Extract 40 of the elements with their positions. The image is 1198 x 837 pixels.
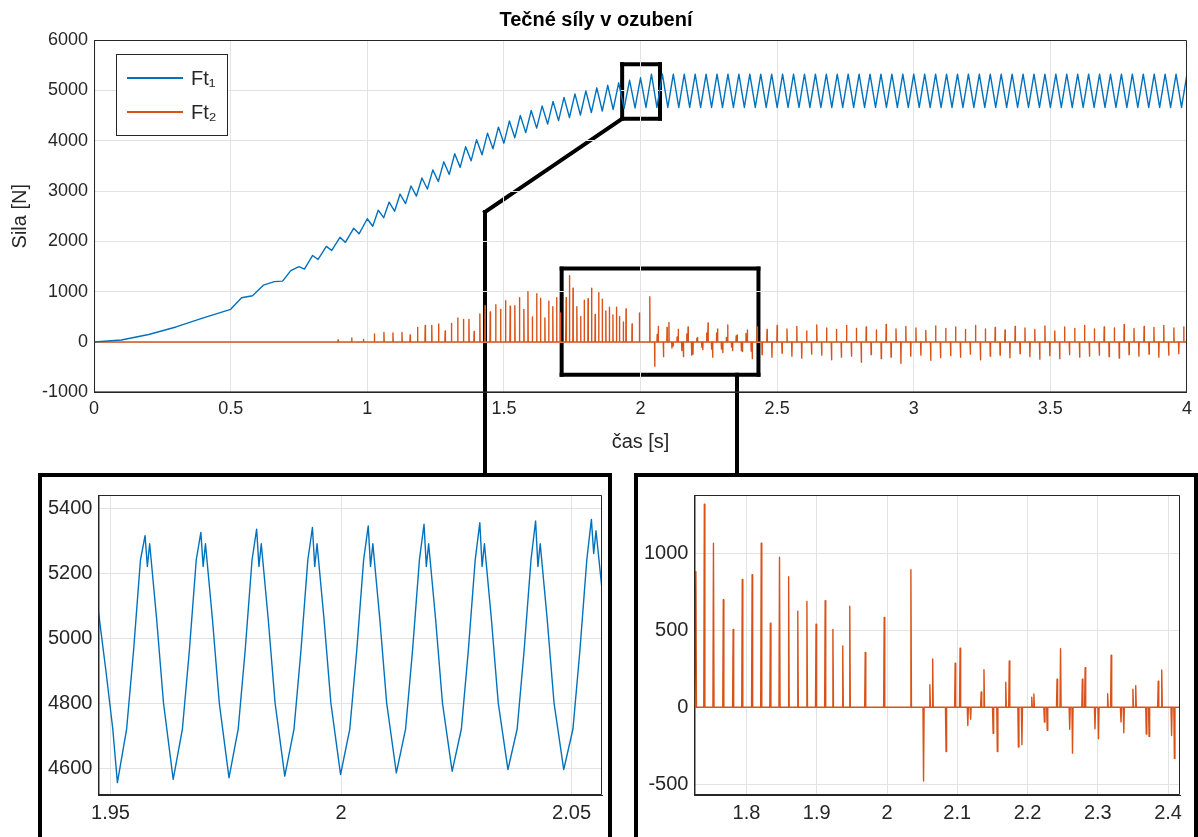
chart-title: Tečné síly v ozubení	[499, 7, 694, 30]
x-tick-label: 3.5	[1037, 398, 1063, 419]
x-axis-title: čas [s]	[611, 429, 670, 452]
y-tick-label: 500	[655, 617, 689, 640]
x-tick-label: 3	[908, 398, 919, 419]
x-tick-label: 2.5	[764, 398, 790, 419]
x-tick-label: 1.8	[732, 800, 761, 823]
x-tick-label: 2	[881, 800, 893, 823]
y-tick-label: 5400	[47, 495, 93, 518]
y-tick-label: -1000	[41, 381, 89, 402]
y-tick-label: 5000	[47, 625, 93, 648]
x-tick-label: 1.95	[91, 800, 130, 823]
x-tick-label: 0.5	[218, 398, 244, 419]
legend-label: Ft₂	[191, 100, 217, 124]
x-tick-label: 2.3	[1083, 800, 1112, 823]
x-tick-label: 1.9	[802, 800, 831, 823]
y-tick-label: 0	[677, 694, 689, 717]
y-tick-label: 4600	[47, 755, 93, 778]
x-tick-label: 2.4	[1154, 800, 1182, 823]
y-tick-label: 1000	[643, 540, 689, 563]
x-tick-label: 2.2	[1013, 800, 1042, 823]
y-tick-label: 6000	[47, 28, 89, 49]
x-tick-label: 1	[362, 398, 373, 419]
x-tick-label: 1.5	[491, 398, 517, 419]
y-tick-label: 0	[78, 331, 89, 352]
y-tick-label: 3000	[47, 180, 89, 200]
y-tick-label: 4800	[47, 690, 93, 713]
y-tick-label: 5000	[47, 79, 89, 100]
y-tick-label: 2000	[47, 230, 89, 251]
x-tick-label: 2.1	[943, 800, 972, 823]
x-tick-label: 2	[635, 398, 646, 419]
y-tick-label: 1000	[47, 280, 89, 301]
legend-label: Ft₁	[191, 66, 216, 90]
x-tick-label: 2.05	[552, 800, 592, 823]
y-tick-label: 4000	[47, 129, 89, 150]
x-tick-label: 4	[1181, 398, 1192, 419]
y-axis-title: Sila [N]	[7, 183, 30, 249]
x-tick-label: 2	[335, 800, 347, 823]
y-tick-label: 5200	[47, 560, 93, 583]
y-tick-label: -500	[648, 771, 689, 794]
